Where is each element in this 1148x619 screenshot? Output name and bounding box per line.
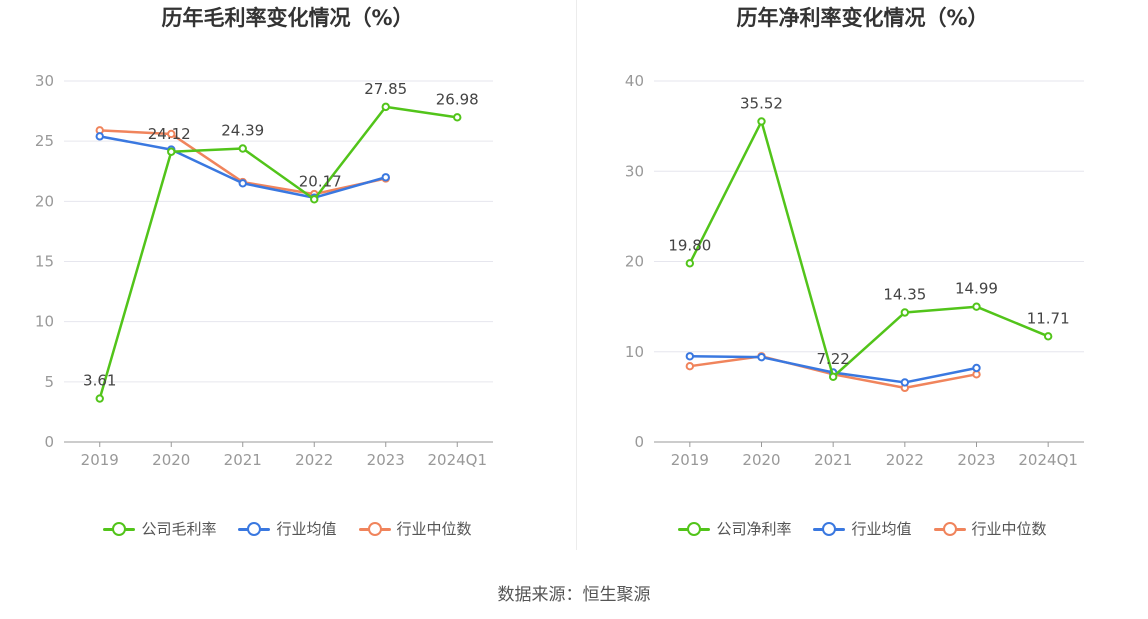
data-point-company	[167, 147, 176, 156]
legend-swatch-icon	[813, 521, 846, 536]
legend-label: 行业均值	[851, 520, 912, 538]
chart-title: 历年毛利率变化情况（%）	[161, 6, 414, 30]
y-tick-label: 20	[35, 192, 54, 210]
x-tick-label: 2023	[957, 451, 995, 469]
data-point-median	[685, 361, 695, 371]
data-point-avg	[900, 378, 910, 387]
panel-divider	[576, 0, 577, 550]
data-point-company	[685, 259, 695, 268]
legend-swatch-icon	[103, 521, 136, 536]
legend-item-avg[interactable]: 行业均值	[238, 518, 337, 539]
legend: 公司毛利率 行业均值 行业中位数	[0, 518, 575, 539]
data-label: 35.52	[740, 94, 783, 112]
x-tick-label: 2022	[295, 451, 333, 469]
data-source: 数据来源：恒生聚源	[497, 585, 651, 605]
y-tick-label: 10	[35, 313, 54, 331]
chart-title: 历年净利率变化情况（%）	[736, 6, 989, 30]
legend-swatch-icon	[358, 521, 391, 536]
data-point-company	[1043, 332, 1053, 341]
y-tick-label: 10	[625, 343, 644, 361]
x-tick-label: 2020	[152, 451, 190, 469]
legend-item-company[interactable]: 公司净利率	[678, 518, 791, 539]
data-point-company	[238, 144, 247, 153]
x-tick-label: 2019	[671, 451, 709, 469]
x-tick-label: 2022	[886, 451, 924, 469]
data-label: 27.85	[364, 80, 407, 98]
x-tick-label: 2023	[367, 451, 405, 469]
legend-item-avg[interactable]: 行业均值	[813, 518, 912, 539]
data-point-company	[757, 117, 766, 126]
x-tick-label: 2024Q1	[1018, 451, 1078, 469]
x-tick-label: 2021	[224, 451, 262, 469]
data-point-company	[972, 302, 981, 311]
data-label: 26.98	[436, 90, 479, 108]
legend-label: 行业均值	[276, 520, 337, 538]
data-point-avg	[238, 179, 247, 188]
data-point-company	[828, 372, 838, 382]
data-label: 24.12	[148, 125, 191, 143]
y-tick-label: 0	[634, 433, 644, 451]
x-tick-label: 2019	[81, 451, 119, 469]
data-point-avg	[972, 363, 981, 373]
data-point-avg	[685, 352, 695, 361]
legend: 公司净利率 行业均值 行业中位数	[577, 518, 1148, 539]
data-label: 11.71	[1027, 309, 1070, 327]
data-label: 24.39	[221, 122, 264, 140]
legend-item-median[interactable]: 行业中位数	[358, 518, 472, 539]
legend-item-median[interactable]: 行业中位数	[933, 518, 1047, 539]
net-margin-chart: 历年净利率变化情况（%） 0 10 20 30 40 2019 2020 2021 2022 20…	[577, 0, 1148, 560]
y-tick-label: 0	[44, 433, 54, 451]
legend-item-company[interactable]: 公司毛利率	[103, 518, 216, 539]
legend-label: 公司净利率	[716, 520, 792, 538]
y-tick-label: 30	[35, 72, 54, 90]
data-point-company	[310, 195, 319, 204]
data-point-avg	[95, 132, 104, 141]
data-point-median	[167, 129, 176, 139]
net-margin-plot: 0 10 20 30 40 2019 2020 2021 2022 2023 2024Q1 19.80…	[625, 72, 1084, 469]
y-tick-label: 25	[35, 132, 54, 150]
y-tick-label: 20	[625, 253, 644, 271]
legend-label: 公司毛利率	[141, 520, 217, 538]
data-label: 7.22	[816, 350, 849, 368]
legend-label: 行业中位数	[396, 520, 472, 538]
data-label: 20.17	[299, 172, 342, 190]
y-tick-label: 30	[625, 162, 644, 180]
x-tick-label: 2020	[742, 451, 780, 469]
series-line-company	[688, 120, 1049, 379]
data-label: 19.80	[668, 236, 711, 254]
data-label: 14.99	[955, 280, 998, 298]
data-point-avg	[381, 173, 390, 182]
data-point-company	[453, 113, 462, 122]
x-tick-label: 2021	[814, 451, 852, 469]
gross-margin-chart: 历年毛利率变化情况（%） 0 5 10 15 20 25 30 2019 2020 2021 202…	[0, 0, 575, 560]
data-point-company	[900, 308, 910, 317]
legend-swatch-icon	[933, 521, 966, 536]
series-line-company	[98, 105, 458, 399]
legend-swatch-icon	[678, 521, 711, 536]
data-label: 14.35	[883, 285, 926, 303]
gross-margin-plot: 0 5 10 15 20 25 30 2019 2020 2021 2022 2023 2024Q1 3.…	[35, 72, 493, 469]
data-point-avg	[757, 352, 766, 362]
data-point-company	[95, 394, 104, 403]
data-point-company	[381, 102, 390, 112]
y-tick-label: 5	[44, 373, 54, 391]
y-tick-label: 15	[35, 253, 54, 271]
legend-label: 行业中位数	[971, 520, 1047, 538]
y-tick-label: 40	[625, 72, 644, 90]
x-tick-label: 2024Q1	[427, 451, 487, 469]
data-label: 3.61	[83, 372, 116, 390]
legend-swatch-icon	[238, 521, 271, 536]
